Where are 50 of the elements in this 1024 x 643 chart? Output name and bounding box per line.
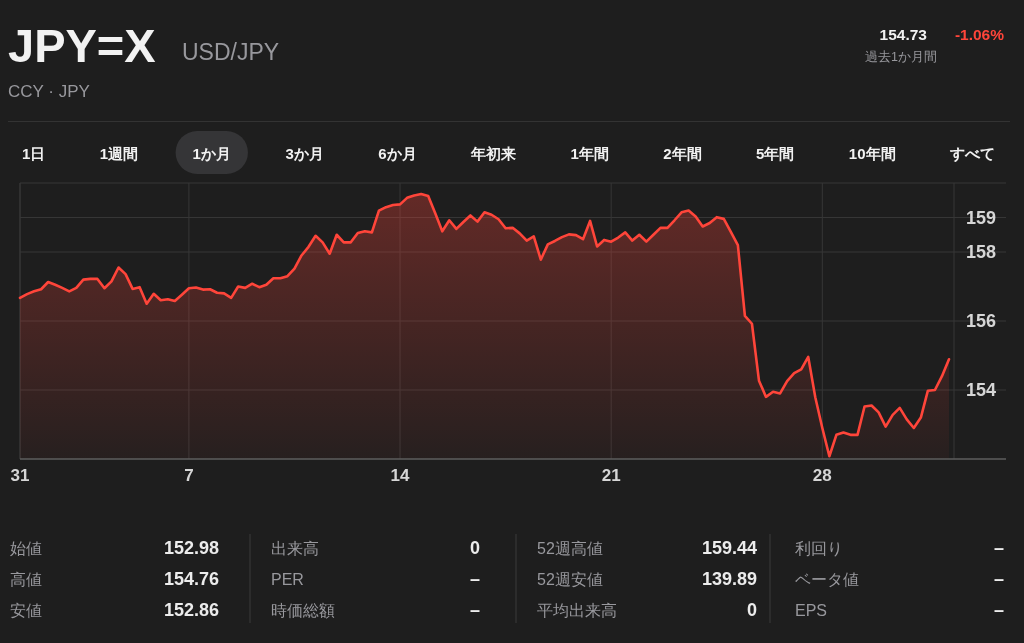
y-tick-label: 156 [966, 311, 997, 331]
text: 過去1か月間 [865, 50, 937, 64]
text: 152.98 [163, 538, 219, 558]
x-tick-label: 21 [601, 466, 621, 485]
text: 1日 [22, 145, 46, 162]
x-tick-label: 7 [184, 466, 194, 485]
text: 出来高 [271, 539, 319, 557]
text: 3か月 [285, 145, 324, 162]
x-tick-label: 28 [812, 466, 832, 485]
x-tick-label: 14 [390, 466, 411, 485]
chart-title: JPY=X [8, 19, 156, 72]
text: – [469, 600, 480, 620]
text: 1週間 [99, 145, 139, 162]
text: 0 [746, 600, 757, 620]
text: 154.73 [879, 26, 928, 43]
text: 139.89 [701, 569, 757, 589]
chart-subtitle: USD/JPY [182, 39, 280, 65]
y-tick-label: 158 [966, 242, 997, 262]
text: 52週高値 [537, 539, 603, 557]
text: EPS [795, 601, 828, 619]
text: 5年間 [756, 145, 795, 162]
text: ベータ値 [795, 570, 859, 588]
text: – [469, 569, 480, 589]
text: 52週安値 [537, 570, 603, 588]
text: -1.06% [954, 26, 1005, 43]
text: 1年間 [570, 145, 609, 162]
text: 2年間 [663, 145, 702, 162]
x-tick-label: 31 [10, 466, 30, 485]
text: PER [271, 570, 304, 588]
text: 0 [469, 538, 480, 558]
text: – [993, 569, 1004, 589]
text: 始値 [10, 539, 42, 557]
text: 10年間 [848, 145, 896, 162]
text: 1か月 [192, 145, 231, 162]
text: 6か月 [378, 145, 417, 162]
text: すべて [949, 145, 995, 163]
text: 152.86 [163, 600, 219, 620]
text: – [993, 600, 1004, 620]
text: 利回り [795, 539, 843, 557]
text: 時価総額 [271, 601, 335, 619]
text: 154.76 [163, 569, 219, 589]
text: – [993, 538, 1004, 558]
text: CCY · JPY [8, 82, 90, 101]
text: 平均出来高 [537, 601, 617, 619]
y-tick-label: 154 [966, 380, 997, 400]
text: 安値 [10, 601, 42, 619]
text: 159.44 [701, 538, 757, 558]
y-tick-label: 159 [966, 207, 997, 228]
text: 高値 [10, 570, 42, 588]
text: 年初来 [470, 145, 516, 162]
